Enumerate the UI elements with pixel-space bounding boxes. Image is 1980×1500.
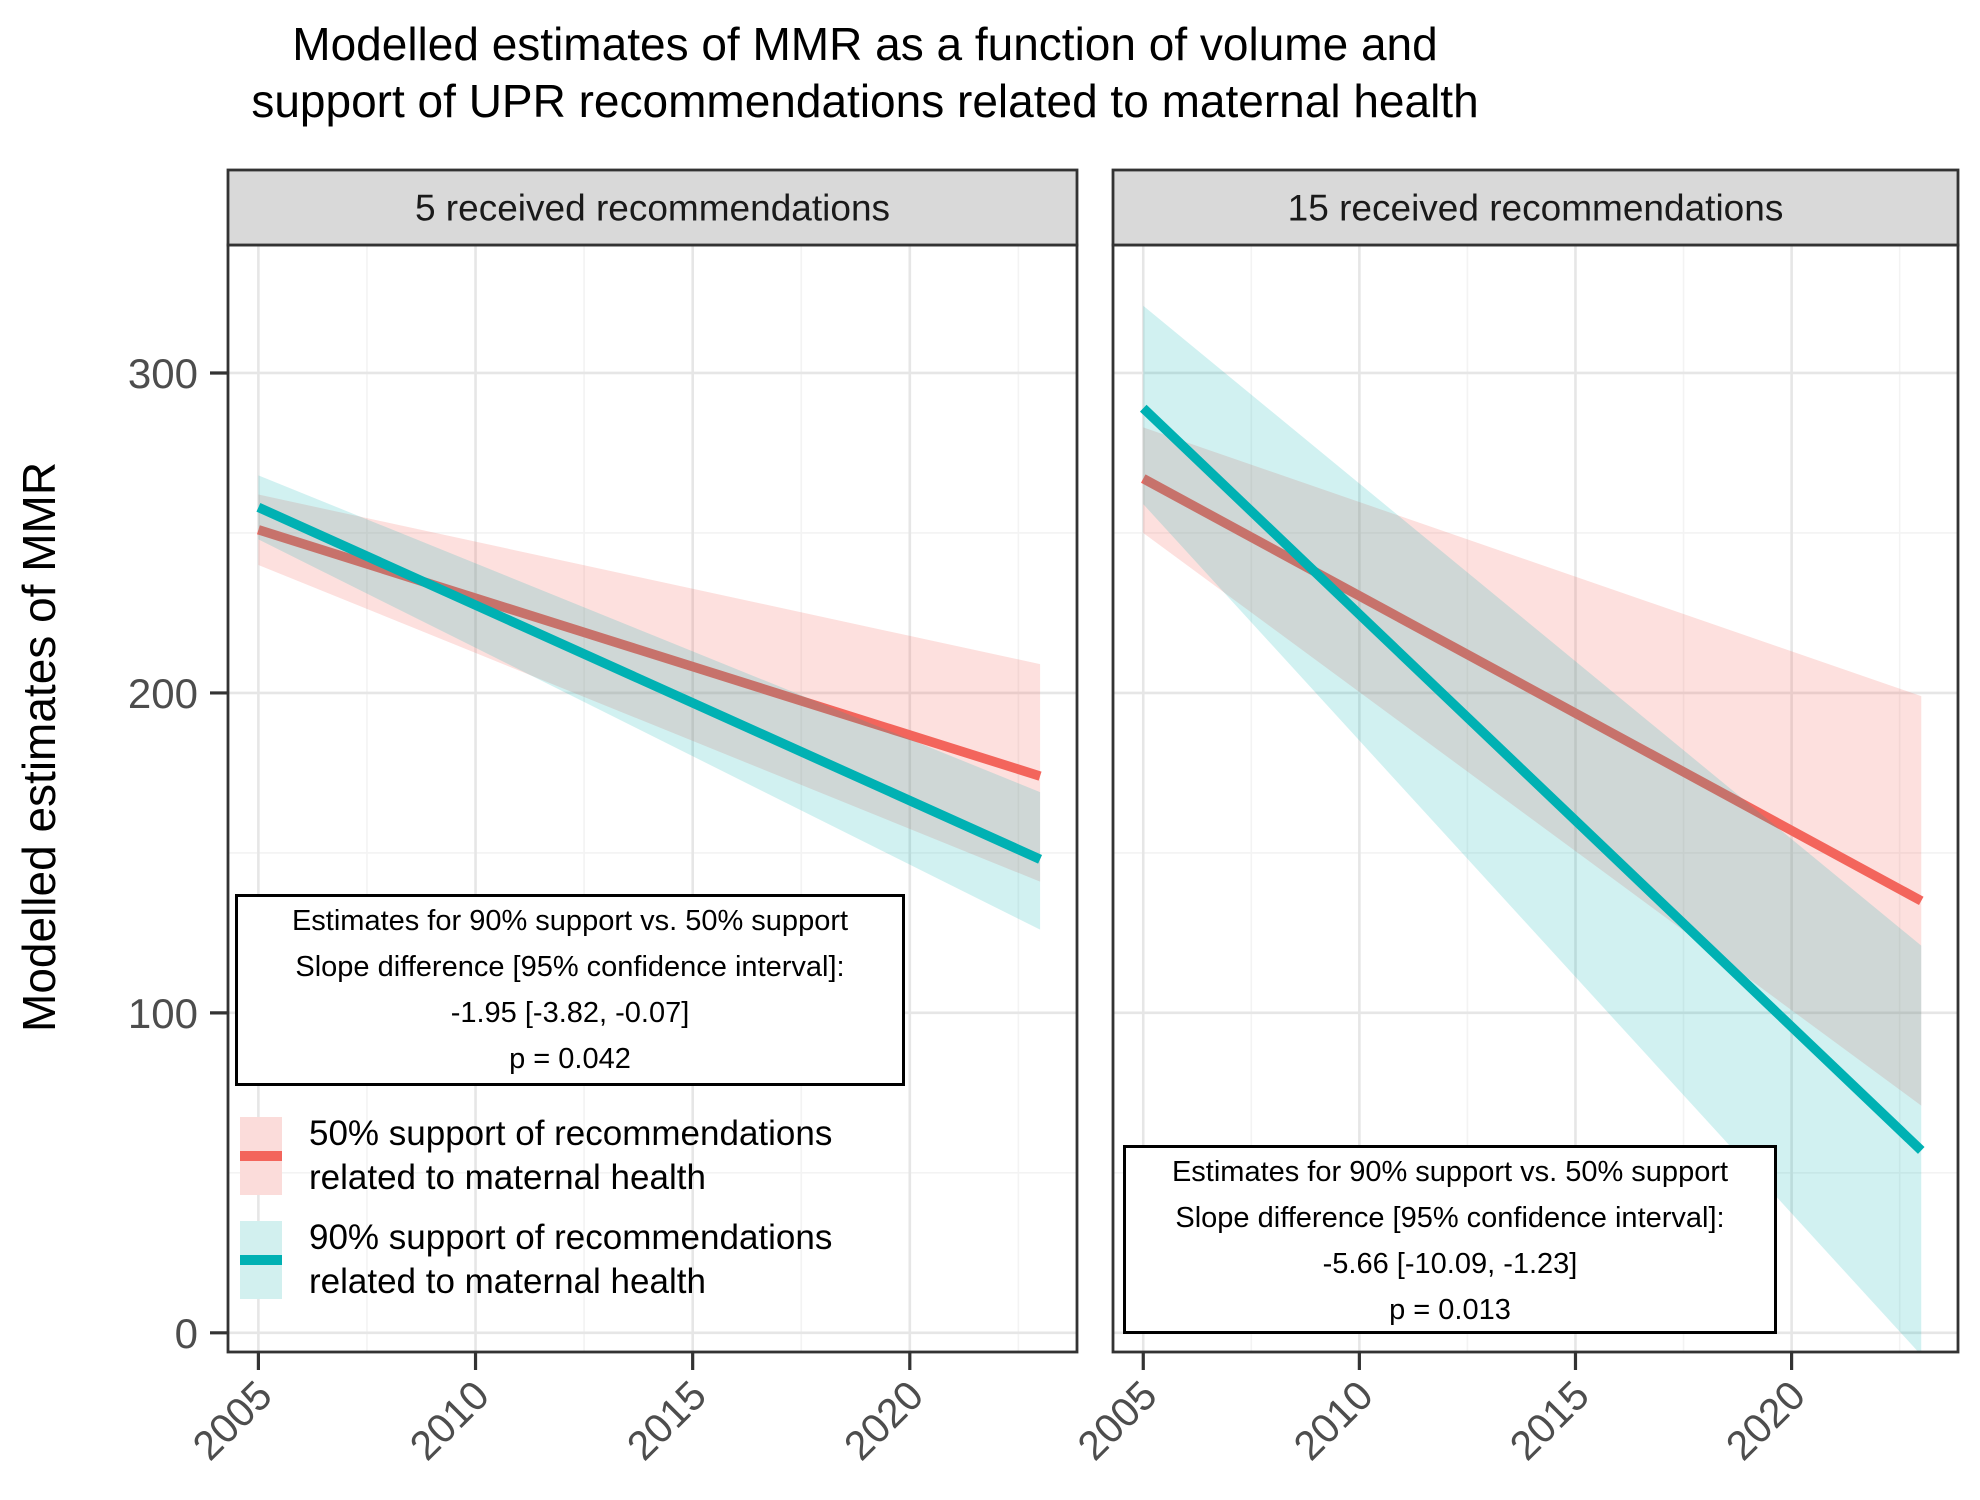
x-tick-label: 2015 xyxy=(1501,1372,1598,1469)
facet-strip-label: 15 received recommendations xyxy=(1288,188,1784,229)
chart-title: Modelled estimates of MMR as a function … xyxy=(251,18,1479,127)
legend-item-90-support: 90% support of recommendations related t… xyxy=(240,1216,832,1304)
annotation-box-right-panel: Estimates for 90% support vs. 50% suppor… xyxy=(1123,1145,1777,1334)
facet-strip xyxy=(1111,168,1960,247)
x-tick-label: 2015 xyxy=(618,1372,715,1469)
facet-strip-label: 5 received recommendations xyxy=(415,188,890,229)
trend-line-support90 xyxy=(1139,404,1925,1154)
legend-label-90-support: 90% support of recommendations related t… xyxy=(309,1218,833,1301)
legend-item-50-support: 50% support of recommendations related t… xyxy=(240,1112,832,1200)
trend-line-support90 xyxy=(256,503,1043,864)
annotation-box-left-panel: Estimates for 90% support vs. 50% suppor… xyxy=(235,894,905,1086)
y-tick-label: 100 xyxy=(128,990,198,1037)
legend-ribbon-swatch-90 xyxy=(240,1221,282,1299)
legend-label-50-support: 50% support of recommendations related t… xyxy=(309,1114,833,1197)
y-tick-label: 200 xyxy=(128,670,198,717)
x-tick-label: 2010 xyxy=(1285,1372,1382,1469)
ci-ribbon-support90 xyxy=(258,475,1041,930)
x-tick-label: 2005 xyxy=(184,1372,281,1469)
y-tick-label: 300 xyxy=(128,350,198,397)
legend-line-swatch-50 xyxy=(240,1151,282,1161)
legend-line-swatch-90 xyxy=(240,1255,282,1265)
x-tick-label: 2020 xyxy=(1717,1372,1814,1469)
x-tick-label: 2005 xyxy=(1069,1372,1166,1469)
trend-line-support50 xyxy=(1140,474,1924,906)
ci-ribbon-support90 xyxy=(1143,305,1922,1352)
y-tick-label: 0 xyxy=(175,1310,198,1357)
legend-ribbon-swatch-50 xyxy=(240,1117,282,1195)
panel-background xyxy=(228,245,1077,1352)
x-tick-label: 2010 xyxy=(401,1372,498,1469)
facet-strip xyxy=(226,168,1079,247)
x-tick-label: 2020 xyxy=(835,1372,932,1469)
